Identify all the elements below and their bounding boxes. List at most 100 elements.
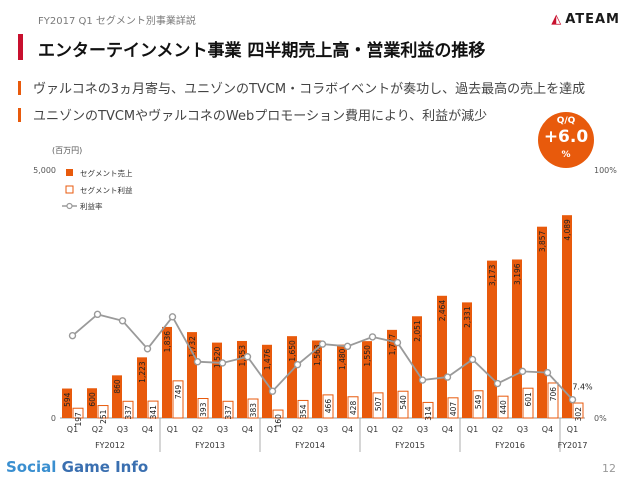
legend-profit-swatch: [65, 185, 74, 194]
bullet-marker: [18, 81, 21, 95]
sales-bar: [287, 336, 297, 418]
sales-value-label: 3,173: [488, 264, 497, 286]
profit-rate-point: [568, 395, 577, 404]
profit-rate-point: [468, 355, 477, 364]
page-title: エンターテインメント事業 四半期売上高・営業利益の推移: [38, 41, 486, 61]
profit-rate-point: [93, 310, 102, 319]
profit-bar: [247, 398, 259, 419]
profit-value-label: 407: [449, 402, 458, 417]
profit-rate-point: [418, 376, 427, 384]
fiscal-year-label: FY2015: [395, 441, 425, 450]
x-tick-label: Q4: [242, 425, 253, 434]
profit-value-label: 601: [524, 392, 533, 407]
sales-bar: [412, 316, 422, 418]
profit-rate-point: [518, 367, 527, 376]
profit-value-label: 466: [324, 399, 333, 414]
profit-value-label: 749: [174, 385, 183, 400]
y-tick-label: 5,000: [33, 166, 56, 175]
x-tick-label: Q4: [142, 425, 153, 434]
sales-value-label: 1,650: [288, 340, 297, 362]
qq-value: +6.0: [543, 127, 589, 147]
sales-bar: [462, 302, 472, 418]
profit-rate-point: [343, 342, 352, 351]
sales-bar: [312, 340, 322, 418]
x-tick-label: Q4: [542, 425, 553, 434]
section-label: FY2017 Q1 セグメント別事業詳説: [38, 16, 196, 27]
profit-rate-point: [393, 338, 402, 347]
qq-growth-badge: Q/Q +6.0 %: [538, 112, 594, 168]
sales-value-label: 600: [88, 392, 97, 407]
profit-value-label: 393: [199, 402, 208, 417]
sales-bar: [262, 344, 272, 418]
sales-value-label: 1,777: [388, 334, 397, 356]
profit-rate-point: [268, 387, 277, 395]
profit-rate-point: [218, 359, 227, 367]
legend-profit-label: セグメント利益: [80, 185, 133, 195]
sales-value-label: 3,196: [513, 263, 522, 285]
x-tick-label: Q2: [192, 425, 203, 434]
rate-annotation: 7.4%: [572, 383, 593, 392]
x-tick-label: Q4: [442, 425, 453, 434]
sales-value-label: 1,553: [238, 345, 247, 367]
bullet-point: ヴァルコネの3ヵ月寄与、ユニゾンのTVCM・コラボイベントが奏功し、過去最高の売…: [18, 78, 585, 97]
fiscal-year-label: FY2013: [195, 441, 225, 450]
profit-bar: [172, 380, 184, 419]
sales-bar: [62, 388, 72, 418]
profit-rate-point: [318, 340, 327, 348]
legend-rate-marker: [66, 202, 73, 210]
sales-bar: [387, 329, 397, 418]
profit-bar: [497, 395, 509, 419]
profit-bar: [72, 407, 84, 419]
bullet-marker: [18, 108, 21, 122]
profit-rate-point: [368, 333, 377, 341]
x-tick-label: Q2: [92, 425, 103, 434]
sales-bar: [362, 341, 372, 418]
x-tick-label: Q3: [317, 425, 328, 434]
profit-rate-point: [143, 345, 152, 353]
sales-value-label: 1,732: [188, 336, 197, 358]
sales-bar: [237, 340, 247, 418]
sales-value-label: 2,331: [463, 306, 472, 328]
profit-value-label: 706: [549, 387, 558, 402]
x-tick-label: Q3: [217, 425, 228, 434]
x-tick-label: Q1: [467, 425, 478, 434]
profit-value-label: 314: [424, 406, 433, 421]
profit-value-label: 160: [274, 414, 283, 429]
profit-rate-point: [243, 353, 252, 361]
qq-unit: %: [561, 150, 571, 160]
unit-label: (百万円): [52, 146, 82, 155]
sales-value-label: 3,857: [538, 230, 547, 252]
sales-bar: [337, 344, 347, 418]
x-tick-label: Q1: [167, 425, 178, 434]
profit-value-label: 549: [474, 395, 483, 410]
x-tick-label: Q2: [392, 425, 403, 434]
profit-bar: [547, 382, 559, 419]
x-tick-label: Q1: [267, 425, 278, 434]
profit-bar: [422, 401, 434, 419]
profit-value-label: 540: [399, 395, 408, 410]
y2-tick-label: 0%: [594, 414, 607, 423]
sales-bar: [162, 326, 172, 418]
sales-bar: [537, 226, 547, 418]
sales-bar: [112, 375, 122, 418]
x-tick-label: Q3: [117, 425, 128, 434]
sales-value-label: 2,051: [413, 320, 422, 342]
fiscal-year-label: FY2014: [295, 441, 325, 450]
sales-value-label: 1,550: [363, 345, 372, 367]
sales-value-label: 1,563: [313, 344, 322, 366]
x-tick-label: Q1: [67, 425, 78, 434]
profit-value-label: 428: [349, 401, 358, 416]
profit-bar: [197, 398, 209, 419]
sales-value-label: 4,089: [563, 219, 572, 241]
sales-bar: [87, 388, 97, 418]
sales-bar: [487, 260, 497, 418]
profit-rate-point: [293, 360, 302, 369]
profit-bar: [347, 396, 359, 419]
profit-value-label: 354: [299, 404, 308, 419]
profit-rate-point: [118, 317, 127, 325]
profit-value-label: 383: [249, 403, 258, 418]
y2-tick-label: 100%: [594, 166, 617, 175]
profit-rate-point: [543, 368, 552, 377]
legend-rate-label: 利益率: [80, 201, 103, 211]
profit-bar: [122, 400, 134, 419]
